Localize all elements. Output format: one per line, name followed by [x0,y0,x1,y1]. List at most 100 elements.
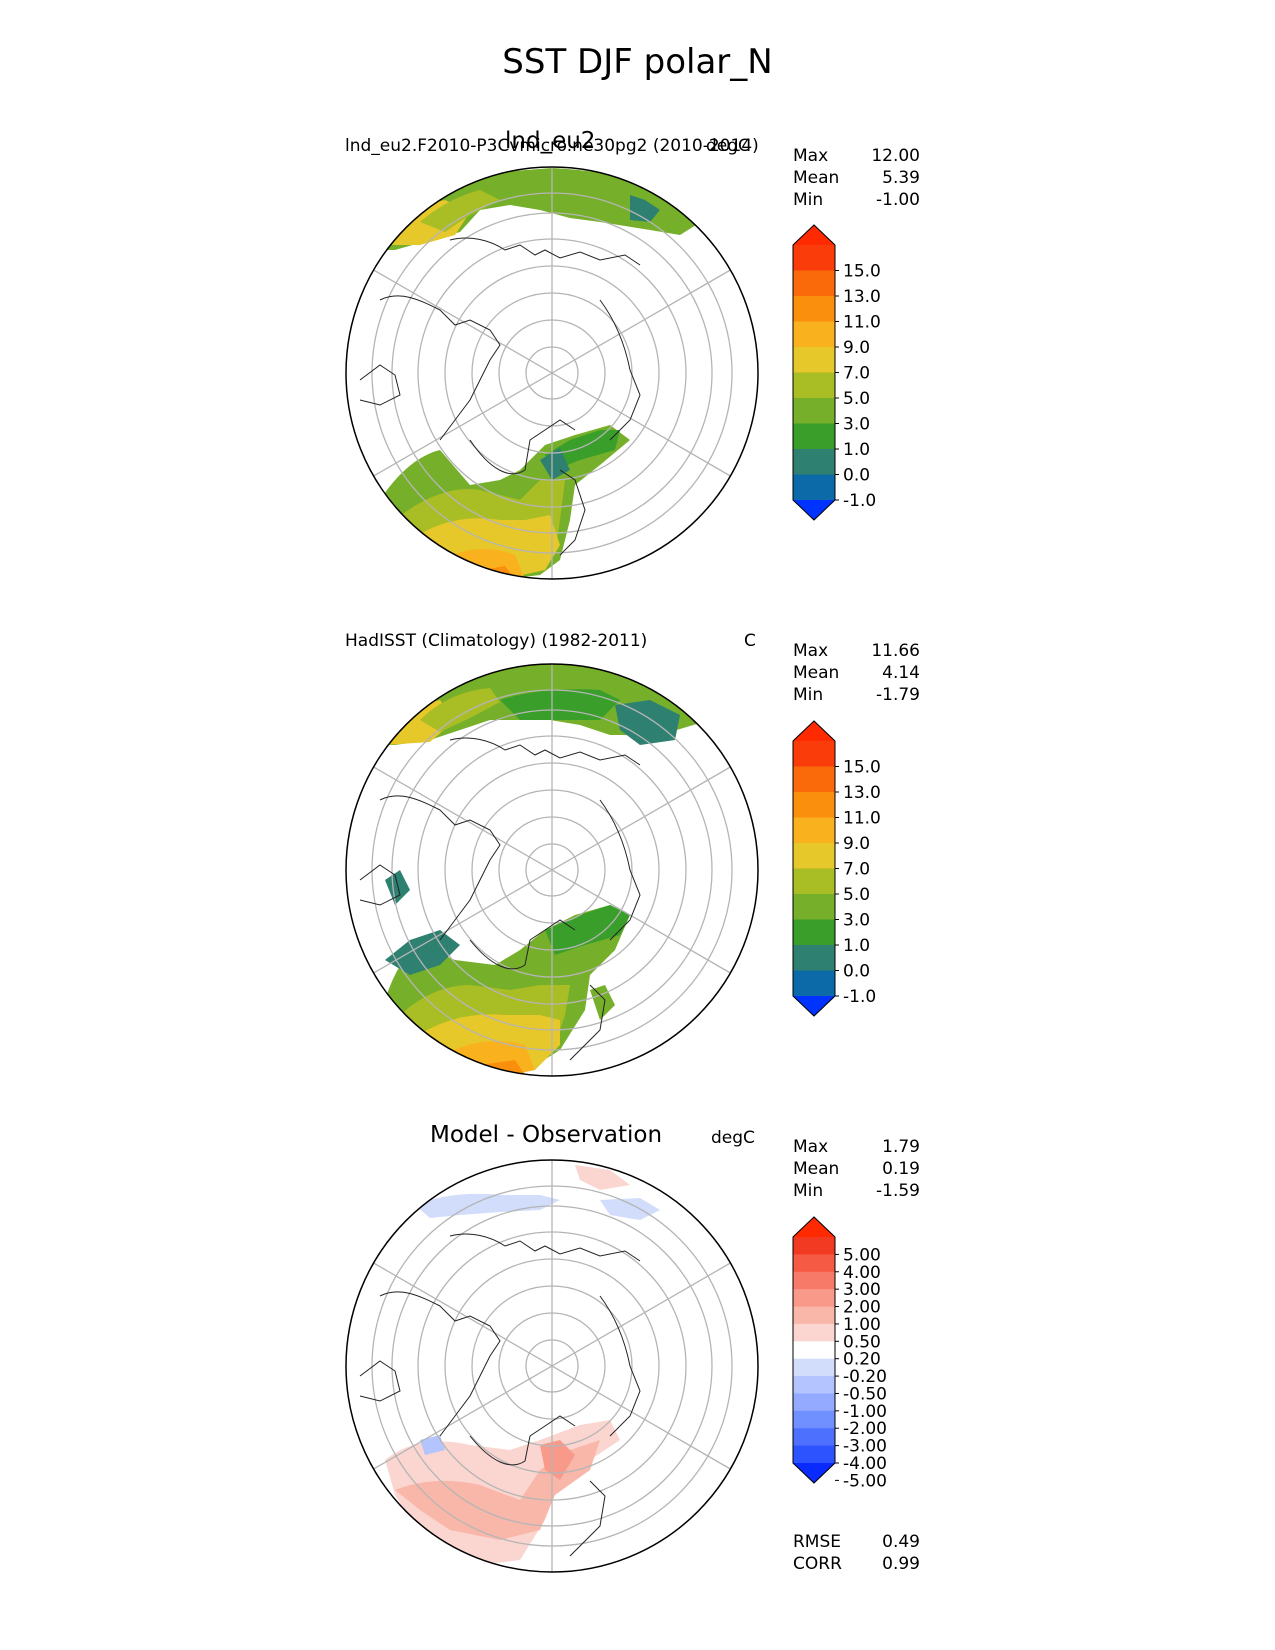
panel1-colorbar: 15.0 13.0 11.0 9.0 7.0 5.0 3.0 1.0 0.0 -1.0 [792,224,881,521]
colorbar-tick-label: 13.0 [843,287,881,307]
field-norwegian [545,905,630,955]
field-atlantic-cool [420,1435,445,1455]
colorbar-tick-label: 7.0 [843,860,870,880]
colorbar-bin [793,741,835,768]
panel3-rmse-corr-labels: RMSE CORR [793,1531,842,1575]
colorbar-bin [793,868,835,895]
field-bering [615,700,680,745]
stat-max-label: Max [793,1137,829,1157]
panel1-stats-labels: Max Mean Min [793,145,839,211]
panel1-grid [371,167,733,579]
panel3-field [385,1165,660,1565]
panel3-boundary [345,1159,759,1573]
colorbar-bin [793,296,835,323]
rmse-label: RMSE [793,1532,842,1552]
colorbar-tick-label: 11.0 [843,809,881,829]
panel3-stats-labels: Max Mean Min [793,1136,839,1202]
colorbar-tick-label: 9.0 [843,834,870,854]
colorbar-bin [793,1376,835,1395]
colorbar-tick-label: -3.00 [843,1437,887,1457]
colorbar-tick-label: 3.0 [843,415,870,435]
colorbar-bin [793,1271,835,1290]
panel3-map [345,1159,759,1573]
colorbar-bin [793,792,835,819]
stat-mean-value: 0.19 [882,1159,920,1179]
colorbar-bin [793,1237,835,1255]
stat-max-label: Max [793,641,829,661]
colorbar-bin [793,945,835,972]
colorbar-bin [793,398,835,425]
field-atlantic-warm-3 [540,1440,575,1480]
colorbar-tick-label: 15.0 [843,758,881,778]
stat-mean-label: Mean [793,663,840,683]
colorbar-tick-label: 9.0 [843,338,870,358]
colorbar-tick-label: 0.0 [843,466,870,486]
colorbar-tick-label: 3.0 [843,911,870,931]
panel3-rmse-corr-values: 0.49 0.99 [820,1531,920,1575]
panel2-stats-labels: Max Mean Min [793,640,839,706]
colorbar-tick-label: 1.0 [843,440,870,460]
stat-max-value: 12.00 [871,146,920,166]
panel2-boundary [345,663,759,1077]
colorbar-tick-label: -4.00 [843,1454,887,1474]
colorbar-extend-max [793,1217,835,1237]
panel1-boundary [345,166,759,580]
panel1-center-title: lnd_eu2 [505,128,596,154]
colorbar-tick-label: 0.20 [843,1350,881,1370]
panel2-stats-values: 11.66 4.14 -1.79 [820,640,920,706]
figure-title: SST DJF polar_N [502,42,773,82]
colorbar-tick-label: 3.00 [843,1280,881,1300]
stat-mean-label: Mean [793,1159,840,1179]
colorbar-bin [793,1410,835,1429]
colorbar-bin [793,372,835,399]
colorbar-bin [793,1306,835,1325]
field-okhotsk [500,689,620,720]
stat-min-label: Min [793,1181,824,1201]
colorbar-bin [793,474,835,501]
colorbar-bin [793,1358,835,1377]
colorbar-tick-label: -1.0 [843,987,876,1007]
colorbar-bin [793,347,835,374]
colorbar-bin [793,1289,835,1308]
colorbar-tick-label: 0.0 [843,962,870,982]
colorbar-extend-min [793,500,835,520]
stat-min-label: Min [793,685,824,705]
colorbar-bin [793,970,835,997]
panel2-coastlines [359,737,641,1061]
panel3-units: degC [711,1128,755,1148]
colorbar-tick-label: -1.00 [843,1402,887,1422]
colorbar-tick-label: 11.0 [843,313,881,333]
colorbar-extend-max [793,225,835,245]
panel2-units: C [744,631,756,651]
colorbar-tick-label: 2.00 [843,1298,881,1318]
colorbar-bin [793,1254,835,1273]
field-baltic [590,985,615,1020]
panel2-colorbar: 15.0 13.0 11.0 9.0 7.0 5.0 3.0 1.0 0.0 -1.0 [792,720,881,1017]
colorbar-bin [793,1428,835,1447]
colorbar-tick-label: -0.20 [843,1367,887,1387]
panel3-stats-values: 1.79 0.19 -1.59 [820,1136,920,1202]
colorbar-tick-label: 5.0 [843,389,870,409]
panel3-coastlines [359,1233,641,1557]
colorbar-bin [793,1341,835,1360]
field-labrador [385,930,460,975]
colorbar-bin [793,766,835,793]
colorbar-bin [793,1393,835,1412]
panel2-grid [371,664,733,1076]
panel3-grid [371,1160,733,1572]
panel1-field [380,168,720,579]
colorbar-tick-label: 1.00 [843,1315,881,1335]
panel2-left-title: HadISST (Climatology) (1982-2011) [345,631,648,651]
panel1-map [345,166,759,580]
panel1-left-title: lnd_eu2.F2010-P3Cvmicro.ne30pg2 (2010-20… [345,136,759,156]
colorbar-bin [793,321,835,348]
field-pacific-mid [420,190,500,232]
colorbar-bin [793,919,835,946]
field-pacific-warmish [575,1165,630,1190]
colorbar-tick-label: -5.00 [843,1471,887,1491]
colorbar-extend-min [793,996,835,1016]
colorbar-tick-label: 5.0 [843,885,870,905]
stat-min-value: -1.00 [876,190,920,210]
colorbar-bin [793,245,835,272]
